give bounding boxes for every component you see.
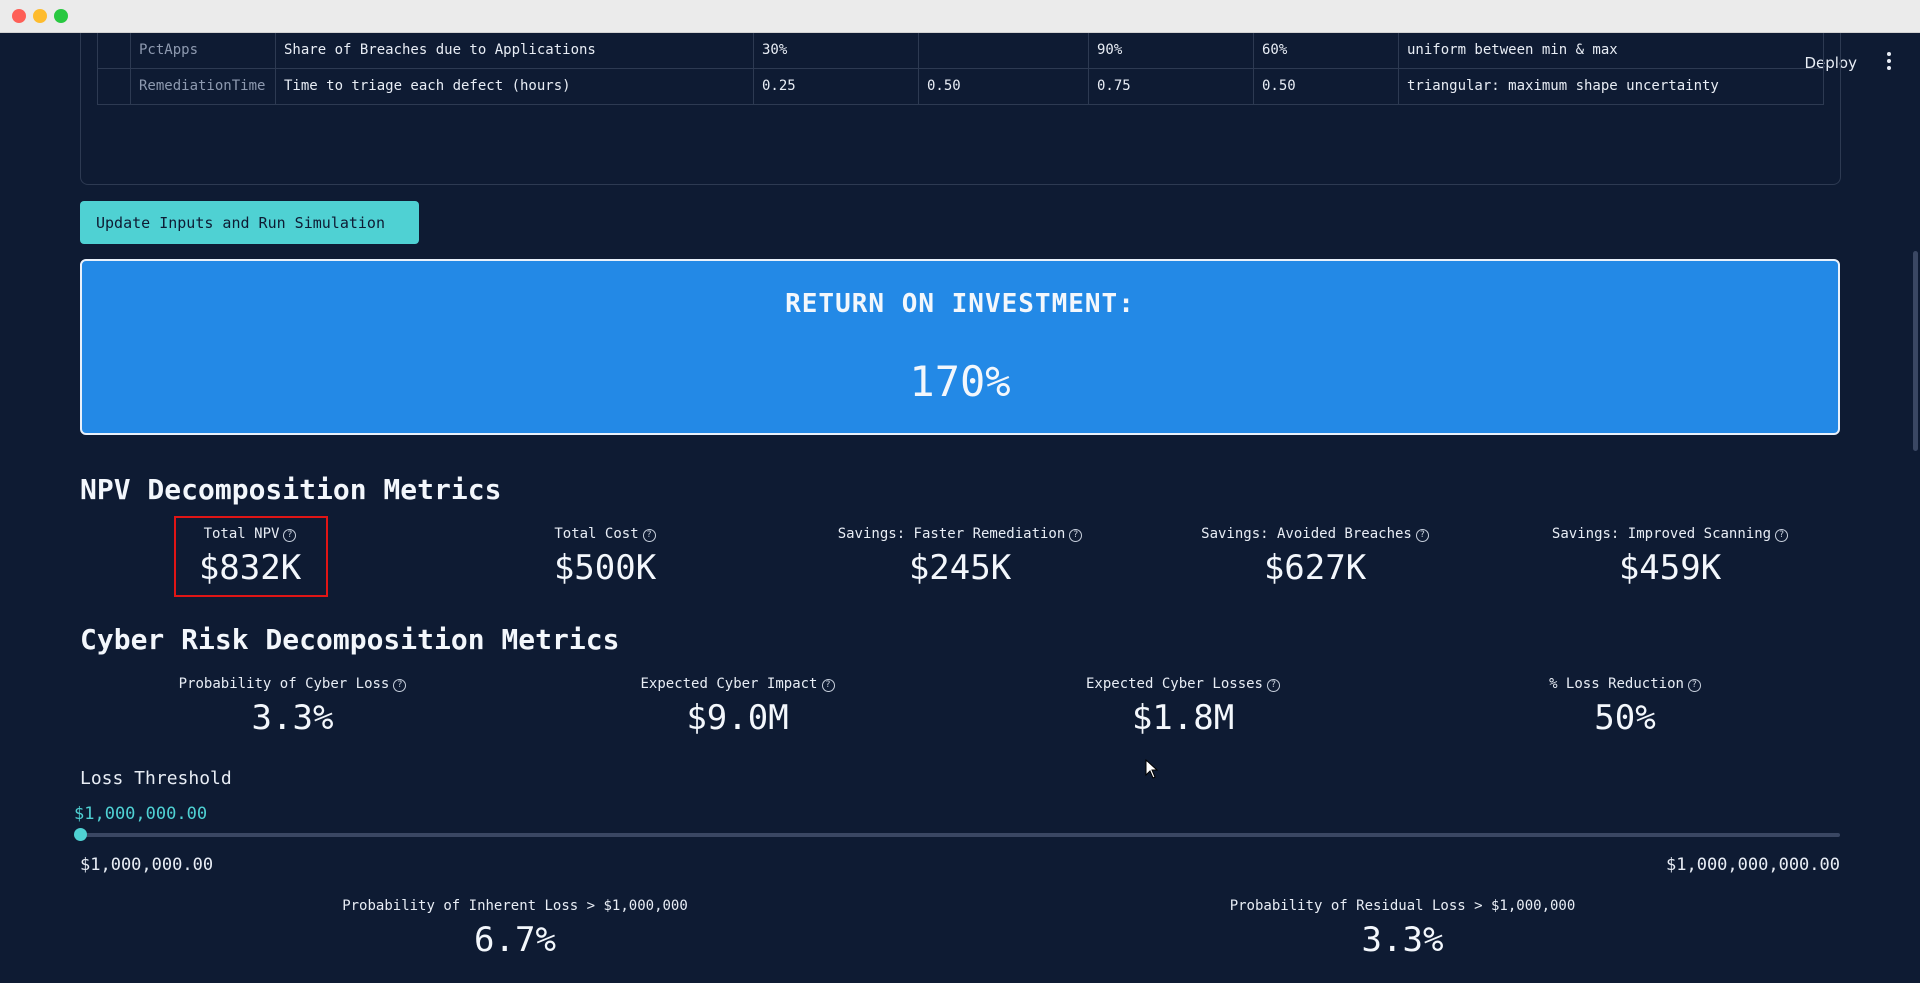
metric-label: % Loss Reduction — [1549, 676, 1684, 692]
param-max-cell[interactable]: 90% — [1089, 33, 1254, 68]
param-expected-cell[interactable]: 0.50 — [1254, 69, 1399, 104]
help-icon[interactable]: ? — [1267, 679, 1280, 692]
metric-residual-loss-probability: Probability of Residual Loss > $1,000,00… — [1185, 898, 1620, 960]
window-titlebar — [0, 0, 1920, 33]
metric-total-npv: Total NPV? $832K — [150, 526, 350, 588]
param-mode-cell[interactable] — [919, 33, 1089, 68]
metric-value: 50% — [1594, 698, 1656, 738]
param-distribution-cell[interactable]: uniform between min & max — [1407, 42, 1618, 58]
metric-value: $9.0M — [686, 698, 789, 738]
metric-savings-scanning: Savings: Improved Scanning? $459K — [1530, 526, 1810, 588]
metric-label: Probability of Cyber Loss — [178, 676, 390, 692]
metric-label: Savings: Improved Scanning — [1551, 526, 1772, 542]
metric-value: 3.3% — [1361, 920, 1444, 960]
slider-max-label: $1,000,000,000.00 — [1666, 855, 1840, 875]
kebab-menu-icon[interactable] — [1886, 52, 1892, 70]
help-icon[interactable]: ? — [1069, 529, 1083, 542]
help-icon[interactable]: ? — [821, 679, 835, 692]
help-icon[interactable]: ? — [1775, 529, 1789, 542]
metric-label: Savings: Avoided Breaches — [1201, 526, 1412, 542]
help-icon[interactable]: ? — [1687, 679, 1701, 692]
metric-value: $459K — [1618, 548, 1722, 588]
metric-value: $1.8M — [1131, 698, 1235, 738]
param-name-cell[interactable]: PctApps — [131, 33, 276, 68]
metric-expected-cyber-impact: Expected Cyber Impact? $9.0M — [600, 676, 875, 738]
metric-label: Probability of Inherent Loss > $1,000,00… — [342, 898, 688, 914]
slider-current-value: $1,000,000.00 — [74, 804, 208, 824]
metric-value: 6.7% — [474, 920, 556, 960]
metric-label: Savings: Faster Remediation — [837, 526, 1066, 542]
metric-value: $245K — [908, 548, 1012, 588]
help-icon[interactable]: ? — [1415, 529, 1429, 542]
metric-label: Total NPV — [203, 526, 280, 542]
help-icon[interactable]: ? — [642, 529, 656, 542]
mouse-cursor-icon — [1145, 759, 1159, 779]
metric-value: $627K — [1263, 548, 1367, 588]
table-row[interactable]: PctApps Share of Breaches due to Applica… — [98, 33, 1823, 69]
row-index-cell — [98, 69, 131, 104]
metric-savings-breaches: Savings: Avoided Breaches? $627K — [1175, 526, 1455, 588]
metric-label: Total Cost — [554, 526, 639, 542]
roi-label: RETURN ON INVESTMENT: — [785, 289, 1135, 319]
npv-section-title: NPV Decomposition Metrics — [80, 473, 502, 506]
param-min-cell[interactable]: 0.25 — [754, 69, 919, 104]
help-icon[interactable]: ? — [393, 679, 407, 692]
inputs-table: PctApps Share of Breaches due to Applica… — [97, 33, 1824, 105]
param-max-cell[interactable]: 0.75 — [1089, 69, 1254, 104]
slider-min-label: $1,000,000.00 — [80, 855, 214, 875]
metric-label: Expected Cyber Impact — [640, 676, 818, 692]
help-icon[interactable]: ? — [283, 529, 297, 542]
run-simulation-button[interactable]: Update Inputs and Run Simulation — [80, 201, 419, 244]
close-window-button[interactable] — [12, 9, 26, 23]
deploy-button[interactable]: Deploy — [1804, 54, 1857, 72]
minimize-window-button[interactable] — [33, 9, 47, 23]
loss-threshold-slider-track[interactable] — [80, 833, 1840, 837]
metric-loss-reduction: % Loss Reduction? 50% — [1505, 676, 1745, 738]
row-index-cell — [98, 33, 131, 68]
param-name-cell[interactable]: RemediationTime — [131, 69, 276, 104]
param-description-cell[interactable]: Share of Breaches due to Applications — [276, 33, 754, 68]
loss-threshold-slider-handle[interactable] — [74, 828, 87, 841]
roi-value: 170% — [909, 357, 1011, 406]
param-description-cell[interactable]: Time to triage each defect (hours) — [276, 69, 754, 104]
risk-section-title: Cyber Risk Decomposition Metrics — [80, 623, 620, 656]
metric-label: Probability of Residual Loss > $1,000,00… — [1229, 898, 1576, 914]
metric-inherent-loss-probability: Probability of Inherent Loss > $1,000,00… — [300, 898, 730, 960]
page-scrollbar[interactable] — [1913, 251, 1918, 451]
loss-threshold-label: Loss Threshold — [80, 768, 232, 789]
table-row[interactable]: RemediationTime Time to triage each defe… — [98, 69, 1823, 104]
param-distribution-cell[interactable]: triangular: maximum shape uncertainty — [1407, 78, 1719, 94]
maximize-window-button[interactable] — [54, 9, 68, 23]
highlight-box — [174, 516, 328, 597]
metric-value: $832K — [198, 548, 302, 588]
metric-label: Expected Cyber Losses — [1085, 676, 1263, 692]
param-mode-cell[interactable]: 0.50 — [919, 69, 1089, 104]
metric-value: 3.3% — [251, 698, 334, 738]
inputs-table-container: PctApps Share of Breaches due to Applica… — [80, 33, 1841, 185]
metric-expected-cyber-losses: Expected Cyber Losses? $1.8M — [1043, 676, 1323, 738]
roi-card: RETURN ON INVESTMENT: 170% — [80, 259, 1840, 435]
metric-savings-remediation: Savings: Faster Remediation? $245K — [820, 526, 1100, 588]
param-expected-cell[interactable]: 60% — [1254, 33, 1399, 68]
metric-total-cost: Total Cost? $500K — [505, 526, 705, 588]
metric-value: $500K — [553, 548, 657, 588]
param-min-cell[interactable]: 30% — [754, 33, 919, 68]
metric-probability-cyber-loss: Probability of Cyber Loss? 3.3% — [150, 676, 435, 738]
app-main: Deploy PctApps Share of Breaches due to … — [0, 33, 1920, 983]
